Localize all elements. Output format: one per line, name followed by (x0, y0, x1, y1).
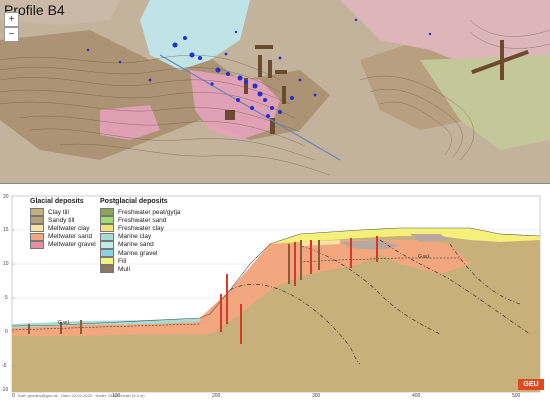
legend-glacial: Glacial deposits Clay till Sandy till Melt… (30, 198, 96, 249)
profile-section: 20 15 10 5 0 -5 -10 0 100 200 300 400 50… (0, 183, 550, 402)
legend-glacial-heading: Glacial deposits (30, 198, 84, 205)
geus-logo: GEU (518, 379, 544, 390)
legend-swatch (100, 216, 114, 225)
legend-label: Mull (118, 265, 130, 273)
legend-item: Marine gravel (100, 249, 181, 258)
x-tick-label: 400 (412, 393, 421, 399)
legend-label: Marine sand (118, 241, 154, 249)
legend-swatch (100, 265, 114, 274)
y-tick-label: 20 (3, 194, 9, 200)
map-canvas (0, 0, 550, 183)
y-tick-label: 15 (3, 227, 9, 233)
legend-label: Fill (118, 257, 127, 265)
legend-swatch (100, 208, 114, 217)
legend-label: Freshwater clay (118, 224, 164, 232)
y-tick-label: -5 (2, 363, 7, 369)
legend-item: Sandy till (30, 216, 96, 225)
legend-swatch (30, 240, 44, 249)
legend-item: Marine sand (100, 240, 181, 249)
gwl-label: G.w.l. (418, 254, 431, 260)
legend-swatch (100, 224, 114, 233)
x-tick-label: 500 (512, 393, 521, 399)
legend-label: Meltwater sand (48, 233, 93, 241)
legend-item: Mull (100, 265, 181, 274)
legend-item: Freshwater clay (100, 224, 181, 233)
legend-item: Meltwater gravel (30, 240, 96, 249)
legend-swatch (100, 249, 114, 258)
legend-item: Fill (100, 257, 181, 266)
x-tick-label: 0 (12, 393, 15, 399)
legend-item: Marine clay (100, 232, 181, 241)
legend-swatch (100, 240, 114, 249)
legend-label: Freshwater sand (118, 216, 167, 224)
x-tick-label: 100 (112, 393, 121, 399)
legend-item: Clay till (30, 208, 96, 217)
zoom-in-button[interactable]: + (4, 12, 19, 27)
legend-item: Meltwater clay (30, 224, 96, 233)
legend-label: Marine gravel (118, 249, 158, 257)
legend-label: Sandy till (48, 216, 75, 224)
footer-credits: Kart: geodinv@geo.dk · Dato: 22.02.2023 … (18, 393, 145, 398)
legend-swatch (30, 216, 44, 225)
legend-item: Meltwater sand (30, 232, 96, 241)
y-tick-label: 5 (5, 295, 8, 301)
legend-label: Meltwater clay (48, 224, 90, 232)
y-tick-label: 0 (5, 329, 8, 335)
profile-canvas (11, 195, 541, 393)
legend-label: Clay till (48, 208, 69, 216)
x-tick-label: 300 (312, 393, 321, 399)
legend-swatch (30, 208, 44, 217)
legend-item: Freshwater peat/gytja (100, 208, 181, 217)
map-title: Profile B4 (4, 2, 65, 18)
y-tick-label: -10 (1, 387, 9, 393)
x-tick-label: 200 (212, 393, 221, 399)
legend-label: Freshwater peat/gytja (118, 208, 181, 216)
legend-postglacial: Postglacial deposits Freshwater peat/gyt… (100, 198, 181, 274)
legend-swatch (100, 257, 114, 266)
legend-swatch (30, 232, 44, 241)
map-view[interactable]: Profile B4 + − (0, 0, 550, 183)
gwl-label: G.w.l. (58, 320, 71, 326)
legend-item: Freshwater sand (100, 216, 181, 225)
zoom-out-button[interactable]: − (4, 27, 19, 42)
y-tick-label: 10 (3, 261, 9, 267)
legend-swatch (100, 232, 114, 241)
legend-label: Marine clay (118, 233, 152, 241)
legend-swatch (30, 224, 44, 233)
legend-label: Meltwater gravel (48, 241, 96, 249)
legend-postglacial-heading: Postglacial deposits (100, 198, 168, 205)
